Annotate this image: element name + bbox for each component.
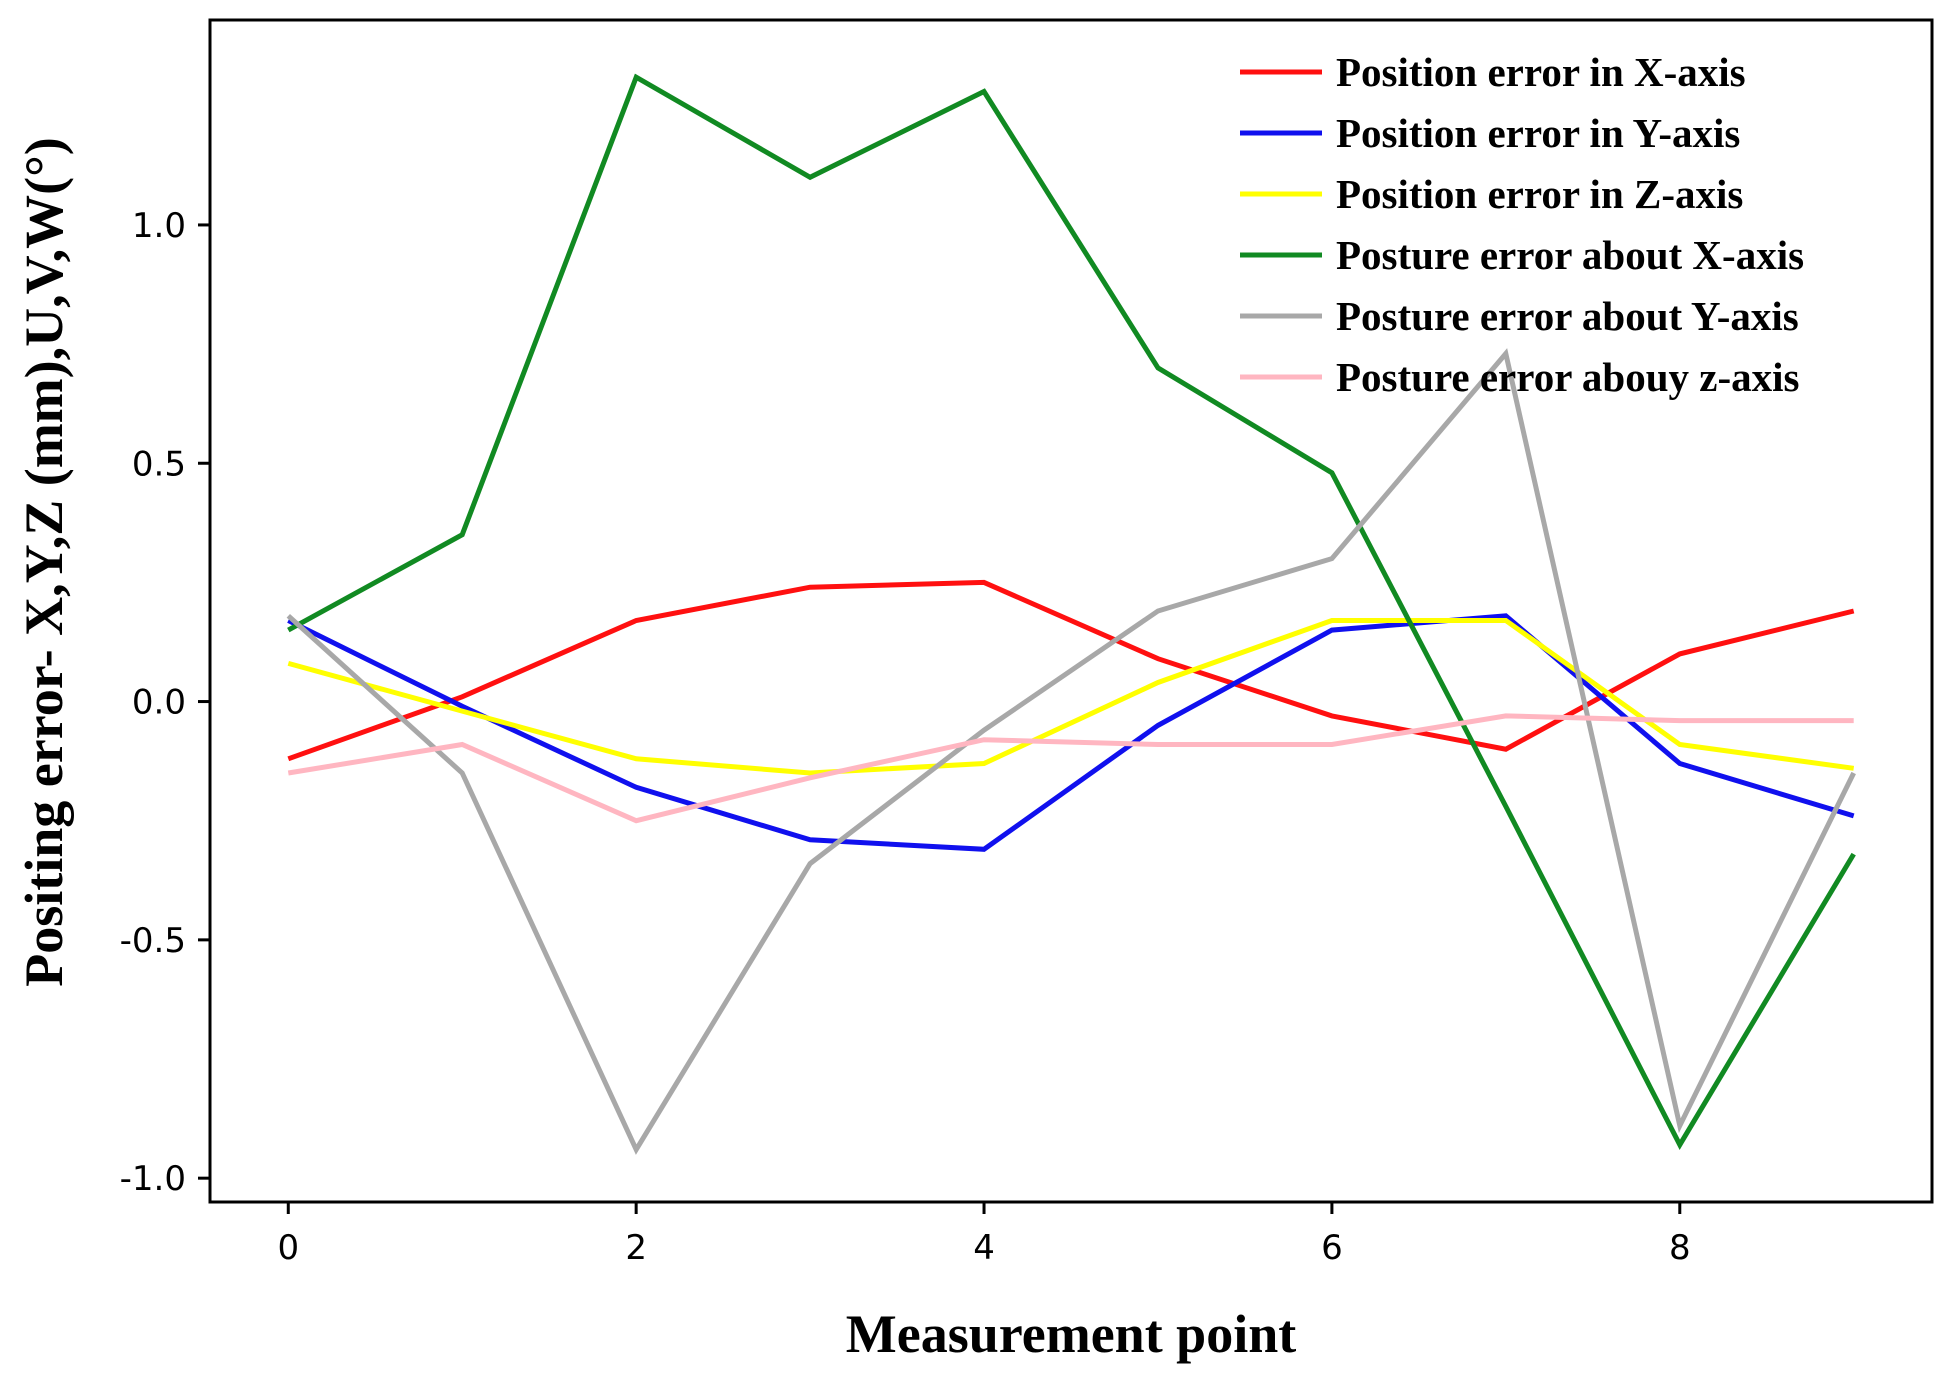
x-axis-title: Measurement point	[846, 1304, 1296, 1364]
plot-area-frame	[208, 18, 1934, 1204]
y-tick-label: -0.5	[120, 921, 186, 961]
x-tick-label: 0	[277, 1228, 299, 1268]
y-tick-label: 1.0	[132, 206, 186, 246]
series-line-2	[287, 613, 1855, 852]
legend-label: Position error in Y-axis	[1336, 110, 1740, 156]
series-lines	[286, 73, 1856, 1155]
series-line-3	[287, 618, 1855, 776]
x-tick-label: 4	[973, 1228, 995, 1268]
x-tick-label: 8	[1669, 1228, 1691, 1268]
legend-label: Posture error about X-axis	[1336, 232, 1804, 278]
legend: Position error in X-axis Position error i…	[1240, 49, 1804, 400]
legend-label: Posture error about Y-axis	[1336, 293, 1799, 339]
y-tick-label: 0.5	[132, 444, 186, 484]
legend-label: Position error in Z-axis	[1336, 171, 1743, 217]
y-tick-label: -1.0	[120, 1159, 186, 1199]
legend-label: Posture error abouy z-axis	[1336, 354, 1799, 400]
y-tick-label: 0.0	[132, 683, 186, 723]
series-line-4	[287, 73, 1856, 1150]
axis-ticks: 0 2 4 6 8 -1.0 -0.5 0.0 0.5 1.0	[120, 206, 1691, 1268]
series-line-5	[286, 348, 1856, 1155]
series-line-6	[287, 713, 1854, 824]
series-line-1	[287, 579, 1855, 762]
x-tick-label: 2	[625, 1228, 647, 1268]
legend-label: Position error in X-axis	[1336, 49, 1746, 95]
y-axis-title: Positing error- X,Y,Z (mm),U,V,W(°)	[14, 137, 74, 986]
x-tick-label: 6	[1321, 1228, 1343, 1268]
